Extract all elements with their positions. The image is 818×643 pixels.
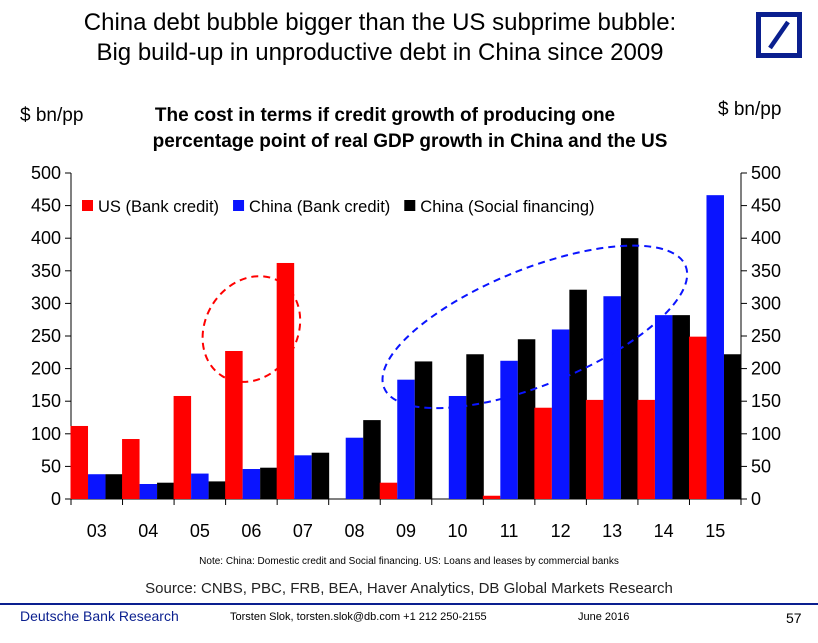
x-tick-label: 15 [705,521,725,541]
y-tick-label-right: 100 [751,424,781,444]
deutsche-bank-logo [756,12,802,58]
bar-china-social-financing-05 [208,481,227,499]
bar-china-bank-credit-06 [242,469,261,499]
chart-note: Note: China: Domestic credit and Social … [199,556,619,567]
bar-china-social-financing-13 [620,238,639,499]
bar-china-bank-credit-14 [654,315,673,499]
y-tick-label-left: 450 [31,196,61,216]
bar-china-social-financing-11 [517,339,536,499]
y-tick-label-left: 150 [31,391,61,411]
y-tick-label-left: 100 [31,424,61,444]
bar-china-social-financing-08 [363,420,381,499]
bar-china-bank-credit-07 [294,455,312,499]
footer-author: Torsten Slok, torsten.slok@db.com +1 212… [230,611,487,623]
y-tick-label-left: 250 [31,326,61,346]
bar-china-bank-credit-13 [603,296,621,499]
y-tick-label-left: 200 [31,359,61,379]
page-number: 57 [786,610,802,626]
bar-china-bank-credit-08 [345,437,364,499]
right-axis-unit: $ bn/pp [718,99,782,120]
y-tick-label-right: 150 [751,391,781,411]
x-tick-label: 10 [448,521,468,541]
bar-china-social-financing-04 [157,482,175,499]
y-tick-label-right: 250 [751,326,781,346]
y-tick-label-right: 200 [751,359,781,379]
bar-china-bank-credit-04 [139,484,158,499]
bar-china-social-financing-12 [569,289,587,499]
x-tick-label: 13 [602,521,622,541]
y-tick-label-left: 500 [31,163,61,183]
y-tick-label-right: 350 [751,261,781,281]
bar-china-social-financing-03 [105,474,124,499]
bar-china-bank-credit-11 [500,360,518,499]
x-tick-label: 04 [138,521,158,541]
y-tick-label-right: 300 [751,293,781,313]
bar-us-bank-credit-14 [637,399,655,499]
bar-us-bank-credit-15 [688,336,707,499]
y-tick-label-left: 0 [51,489,61,509]
x-tick-label: 06 [241,521,261,541]
bar-china-social-financing-07 [311,452,330,499]
legend-swatch [233,200,245,211]
bar-china-bank-credit-10 [448,395,467,499]
y-tick-label-left: 50 [41,456,61,476]
legend-label: US (Bank credit) [98,198,219,216]
x-tick-label: 14 [654,521,674,541]
bar-us-bank-credit-03 [70,425,89,499]
y-tick-label-right: 50 [751,456,771,476]
bar-us-bank-credit-11 [482,495,501,499]
bar-china-social-financing-10 [466,354,484,499]
y-tick-label-right: 400 [751,228,781,248]
bar-china-social-financing-14 [672,315,690,499]
bar-china-social-financing-06 [260,467,278,499]
bar-us-bank-credit-13 [585,399,604,499]
y-tick-label-left: 300 [31,293,61,313]
chart-title-line-1: The cost in terms if credit growth of pr… [154,105,616,126]
bar-china-social-financing-09 [414,361,433,499]
legend-swatch [404,200,416,211]
x-tick-label: 05 [190,521,210,541]
db-logo-slash-icon [768,20,790,50]
chart-title-line-2: percentage point of real GDP growth in C… [152,131,668,152]
legend-label: China (Bank credit) [249,198,390,216]
footer-divider [0,603,818,605]
y-tick-label-right: 450 [751,196,781,216]
bar-china-bank-credit-03 [88,474,106,499]
annotation-ellipse-us [201,275,302,383]
bar-china-bank-credit-15 [706,195,724,499]
bar-us-bank-credit-09 [379,482,398,499]
bar-china-social-financing-15 [723,354,742,499]
chart-source: Source: CNBS, PBC, FRB, BEA, Haver Analy… [145,580,673,597]
legend-label: China (Social financing) [420,198,594,216]
x-tick-label: 09 [396,521,416,541]
x-tick-label: 03 [87,521,107,541]
bar-china-bank-credit-12 [551,329,570,499]
bar-us-bank-credit-12 [534,407,552,499]
y-tick-label-left: 350 [31,261,61,281]
bar-us-bank-credit-05 [173,395,192,499]
x-tick-label: 07 [293,521,313,541]
y-tick-label-left: 400 [31,228,61,248]
left-axis-unit: $ bn/pp [20,105,84,126]
bar-us-bank-credit-06 [225,350,243,499]
x-tick-label: 12 [551,521,571,541]
bar-china-bank-credit-05 [191,473,209,499]
legend-swatch [82,200,93,211]
y-tick-label-right: 500 [751,163,781,183]
footer-brand: Deutsche Bank Research [20,608,179,624]
headline-line-1: China debt bubble bigger than the US sub… [83,9,677,36]
bar-us-bank-credit-07 [276,262,295,499]
y-tick-label-right: 0 [751,489,761,509]
bar-china-bank-credit-09 [397,379,415,499]
x-tick-label: 11 [500,521,519,541]
footer-date: June 2016 [578,611,630,623]
headline-line-2: Big build-up in unproductive debt in Chi… [96,39,664,66]
x-tick-label: 08 [344,521,364,541]
bar-us-bank-credit-04 [122,439,140,499]
annotation-ellipse-china [381,244,689,410]
